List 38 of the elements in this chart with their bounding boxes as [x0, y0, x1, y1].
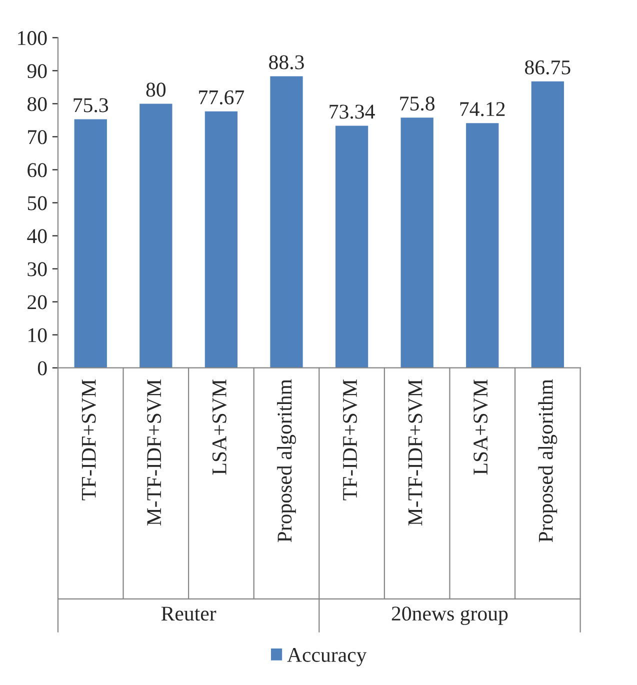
x-tick-label: LSA+SVM	[474, 380, 488, 475]
data-label: 77.67	[199, 90, 244, 104]
y-tick-label: 100	[18, 31, 47, 46]
data-label: 75.3	[74, 98, 108, 112]
bar	[335, 126, 368, 368]
bar	[466, 123, 499, 368]
bar	[531, 81, 564, 368]
bar	[270, 76, 303, 368]
y-tick-label: 50	[28, 196, 47, 210]
y-tick-label: 70	[28, 130, 47, 144]
y-tick-label: 30	[28, 262, 47, 276]
legend-label: Accuracy	[287, 648, 367, 666]
x-tick-label: Proposed algorithm	[277, 379, 296, 542]
data-label: 75.8	[400, 96, 435, 111]
x-tick-label: M-TF-IDF+SVM	[147, 380, 162, 526]
data-label: 73.34	[330, 104, 375, 119]
text: Reuter	[161, 606, 216, 621]
y-tick-label: 80	[28, 97, 47, 112]
data-label: 86.75	[525, 60, 570, 75]
x-tick-label: LSA+SVM	[212, 380, 227, 475]
x-tick-label: TF-IDF+SVM	[82, 380, 96, 500]
y-tick-label: 10	[28, 328, 47, 342]
bar	[74, 119, 107, 368]
x-tick-label: Proposed algorithm	[538, 379, 558, 542]
text: 20news group	[392, 606, 508, 625]
bar	[400, 118, 434, 368]
y-tick-label: 40	[27, 229, 47, 244]
data-label: 88.3	[269, 55, 304, 70]
data-label: 80	[146, 82, 166, 97]
data-label: 74.12	[460, 102, 505, 116]
x-tick-label: M-TF-IDF+SVM	[408, 380, 422, 526]
y-tick-label: 20	[28, 295, 47, 310]
y-tick-label: 0	[38, 361, 47, 376]
y-tick-label: 90	[27, 64, 47, 78]
x-tick-label: TF-IDF+SVM	[342, 380, 358, 500]
bar	[204, 111, 238, 368]
y-tick-label: 60	[28, 163, 47, 178]
bar	[140, 104, 172, 368]
